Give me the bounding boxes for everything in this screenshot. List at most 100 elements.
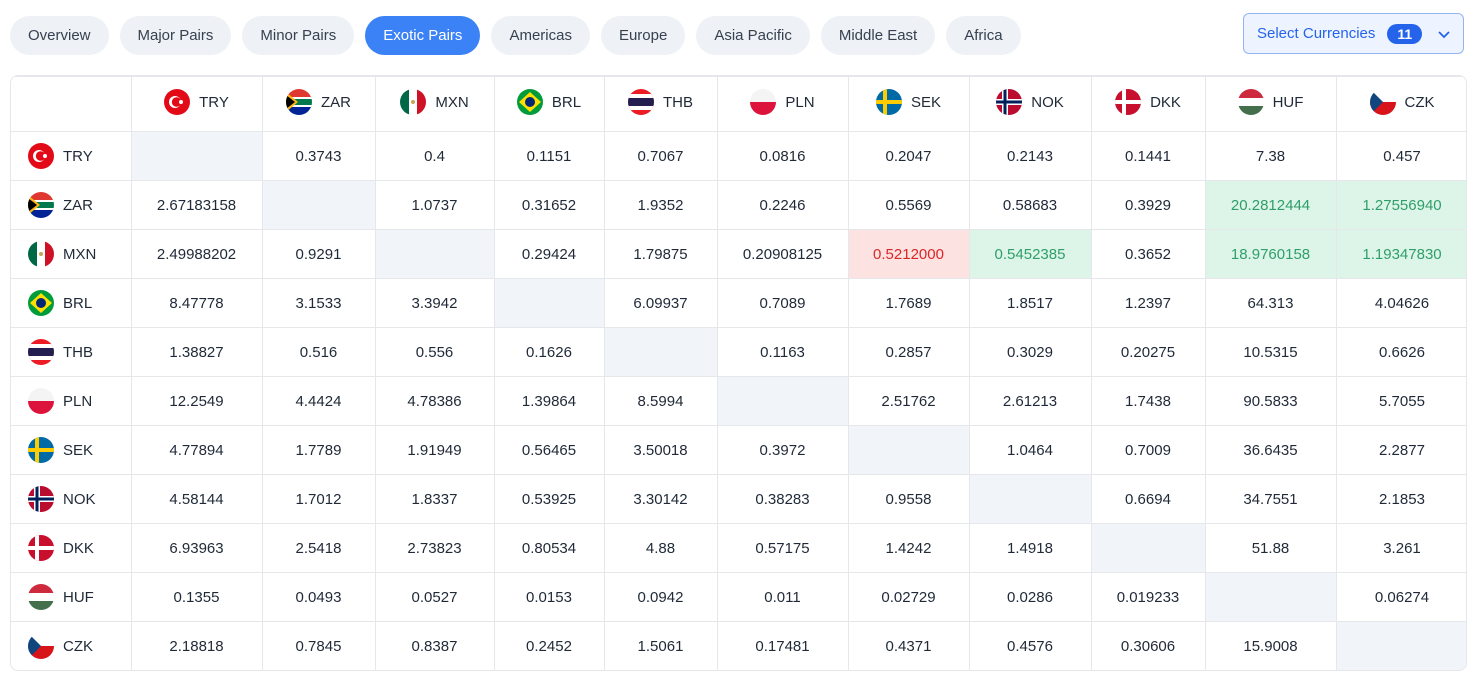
column-label: THB xyxy=(628,89,693,115)
currency-code: MXN xyxy=(435,93,469,111)
rate-cell: 10.5315 xyxy=(1204,327,1337,377)
rate-cell: 18.9760158 xyxy=(1204,229,1337,279)
rate-cell: 0.0816 xyxy=(716,131,849,181)
column-header: ZAR xyxy=(261,76,376,132)
currency-code: CZK xyxy=(63,637,93,655)
rate-cell: 3.1533 xyxy=(261,278,376,328)
rate-cell: 0.1626 xyxy=(493,327,605,377)
currency-code: TRY xyxy=(199,93,229,111)
rate-cell: 0.5569 xyxy=(847,180,970,230)
column-header: MXN xyxy=(374,76,495,132)
row-header: DKK xyxy=(11,523,132,573)
rate-cell: 1.8517 xyxy=(968,278,1092,328)
tab[interactable]: Minor Pairs xyxy=(242,16,355,55)
empty-cell xyxy=(493,278,605,328)
column-label: NOK xyxy=(996,89,1064,115)
rate-cell: 90.5833 xyxy=(1204,376,1337,426)
rate-cell: 6.09937 xyxy=(603,278,718,328)
flag-icon xyxy=(400,89,427,115)
currency-code: DKK xyxy=(1150,93,1181,111)
tab[interactable]: Africa xyxy=(946,16,1021,55)
flag-icon xyxy=(28,584,54,610)
row-header: TRY xyxy=(11,131,132,181)
tab[interactable]: Overview xyxy=(10,16,109,55)
empty-cell xyxy=(1335,621,1466,670)
column-label: CZK xyxy=(1369,89,1435,115)
rate-cell: 0.4371 xyxy=(847,621,970,670)
tab[interactable]: Exotic Pairs xyxy=(365,16,481,55)
flag-icon xyxy=(28,241,54,267)
currency-code: ZAR xyxy=(321,93,351,111)
rate-cell: 1.4918 xyxy=(968,523,1092,573)
column-label: ZAR xyxy=(286,89,351,115)
flag-icon xyxy=(28,388,54,414)
rate-cell: 0.556 xyxy=(374,327,495,377)
rate-cell: 0.3029 xyxy=(968,327,1092,377)
currency-code: PLN xyxy=(63,392,93,410)
flag-icon xyxy=(875,89,902,115)
row-header: ZAR xyxy=(11,180,132,230)
flag-icon xyxy=(28,143,54,169)
flag-icon xyxy=(628,89,654,115)
rate-cell: 0.2246 xyxy=(716,180,849,230)
rate-cell: 1.91949 xyxy=(374,425,495,475)
row-header: MXN xyxy=(11,229,132,279)
currency-code: SEK xyxy=(910,93,941,111)
empty-cell xyxy=(374,229,495,279)
row-label: PLN xyxy=(11,388,131,414)
rate-cell: 0.1151 xyxy=(493,131,605,181)
rate-cell: 1.0464 xyxy=(968,425,1092,475)
selector-count: 11 xyxy=(1387,23,1423,44)
rate-cell: 4.58144 xyxy=(130,474,263,524)
column-label: DKK xyxy=(1115,89,1181,115)
column-header: THB xyxy=(603,76,718,132)
rate-cell: 0.1355 xyxy=(130,572,263,622)
rate-cell: 0.3929 xyxy=(1090,180,1206,230)
rate-cell: 0.2857 xyxy=(847,327,970,377)
column-header: SEK xyxy=(847,76,970,132)
rate-cell: 1.19347830 xyxy=(1335,229,1466,279)
rate-cell: 8.47778 xyxy=(130,278,263,328)
currency-selector[interactable]: Select Currencies 11 xyxy=(1243,13,1464,54)
column-header: TRY xyxy=(130,76,263,132)
rate-cell: 0.7089 xyxy=(716,278,849,328)
rate-cell: 0.2047 xyxy=(847,131,970,181)
data-row: TRY 0.3743 0.4 0.1151 0.7067 0.0816 0.2047 0.21… xyxy=(11,131,1466,181)
rate-cell: 1.7438 xyxy=(1090,376,1206,426)
tab[interactable]: Major Pairs xyxy=(119,16,232,55)
rate-cell: 0.6694 xyxy=(1090,474,1206,524)
rate-cell: 5.7055 xyxy=(1335,376,1466,426)
row-header: HUF xyxy=(11,572,132,622)
currency-code: HUF xyxy=(1272,93,1304,111)
rate-cell: 0.7067 xyxy=(603,131,718,181)
rate-cell: 0.0286 xyxy=(968,572,1092,622)
rate-cell: 2.18818 xyxy=(130,621,263,670)
rate-cell: 0.019233 xyxy=(1090,572,1206,622)
column-header: NOK xyxy=(968,76,1092,132)
rate-cell: 0.2452 xyxy=(493,621,605,670)
rate-cell: 0.53925 xyxy=(493,474,605,524)
row-label: HUF xyxy=(11,584,131,610)
empty-cell xyxy=(716,376,849,426)
tab[interactable]: Americas xyxy=(491,16,590,55)
rate-cell: 1.7789 xyxy=(261,425,376,475)
rate-matrix: TRY ZAR MXN BRL THB PLN SEK NOK DKK HUF CZK TRY 0.37… xyxy=(10,75,1467,671)
rate-cell: 1.79875 xyxy=(603,229,718,279)
tab[interactable]: Asia Pacific xyxy=(696,16,810,55)
tab[interactable]: Middle East xyxy=(820,16,936,55)
rate-cell: 64.313 xyxy=(1204,278,1337,328)
rate-cell: 34.7551 xyxy=(1204,474,1337,524)
flag-icon xyxy=(286,89,312,115)
rate-cell: 1.39864 xyxy=(493,376,605,426)
rate-cell: 36.6435 xyxy=(1204,425,1337,475)
rate-cell: 0.7845 xyxy=(261,621,376,670)
rate-cell: 7.38 xyxy=(1204,131,1337,181)
column-header: BRL xyxy=(493,76,605,132)
flag-icon xyxy=(996,89,1023,115)
rate-cell: 1.9352 xyxy=(603,180,718,230)
column-header: DKK xyxy=(1090,76,1206,132)
flag-icon xyxy=(164,89,191,115)
corner-cell xyxy=(11,76,132,132)
column-label: PLN xyxy=(750,89,815,115)
tab[interactable]: Europe xyxy=(600,16,686,55)
